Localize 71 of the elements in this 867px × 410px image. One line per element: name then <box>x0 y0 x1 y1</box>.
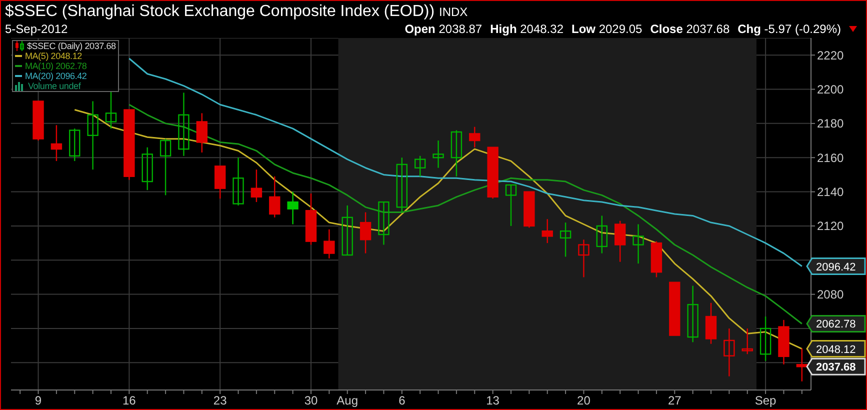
text: Chg -5.97 (-0.29%) <box>738 22 841 36</box>
x-tick-label: 27 <box>668 394 682 408</box>
candlestick <box>396 157 408 213</box>
text: Low 2029.05 <box>572 22 642 36</box>
y-tick-label: 2120 <box>817 219 844 234</box>
x-tick-label: Sep <box>754 394 777 408</box>
candlestick <box>378 201 390 246</box>
candlestick <box>742 328 753 355</box>
candlestick <box>342 204 353 256</box>
candlestick <box>505 184 517 227</box>
candlestick <box>705 302 717 344</box>
candlestick <box>232 157 244 206</box>
text: Open 2038.87 <box>404 22 482 36</box>
data-label: 2062.78 <box>816 318 856 331</box>
data-label: 2096.42 <box>816 261 856 274</box>
y-tick-label: 2200 <box>817 82 844 97</box>
x-tick-label: 6 <box>398 394 406 408</box>
candlestick <box>105 90 117 130</box>
y-tick-label: 2180 <box>817 116 844 131</box>
x-tick-label: 23 <box>213 394 228 408</box>
candlestick <box>269 176 280 218</box>
x-tick-label: 16 <box>122 394 136 408</box>
text: 2037.68 <box>816 362 856 374</box>
chart-title: $SSEC (Shanghai Stock Exchange Composite Index (EOD)) <box>5 3 435 20</box>
candlestick <box>760 316 772 362</box>
candlestick <box>560 222 572 258</box>
candlestick <box>687 285 698 343</box>
chart-subtitle: 5-Sep-2012 <box>5 22 68 36</box>
candlestick <box>142 146 153 191</box>
text: INDX <box>439 5 468 19</box>
data-label: 2048.12 <box>816 344 856 356</box>
candlestick <box>578 239 590 278</box>
legend-label: MA(5) 2048.12 <box>25 51 82 61</box>
text: Close 2037.68 <box>650 22 730 36</box>
y-tick-label: 2140 <box>817 185 844 200</box>
candlestick <box>324 228 335 260</box>
x-tick-label: 13 <box>486 394 500 408</box>
candlestick <box>196 112 208 154</box>
line-series <box>128 104 803 324</box>
candlestick <box>87 100 98 170</box>
y-tick-label: 2220 <box>817 48 844 62</box>
candlestick <box>50 124 62 162</box>
y-tick-label: 2160 <box>817 150 844 165</box>
x-tick-label: 9 <box>34 394 42 408</box>
candlestick <box>632 224 644 264</box>
candlestick <box>614 220 626 262</box>
annotation: Volume undef <box>28 81 81 91</box>
candlestick <box>360 212 372 254</box>
candlestick <box>724 328 735 377</box>
candlestick <box>469 126 480 148</box>
line-series <box>74 109 803 350</box>
candlestick <box>596 215 608 254</box>
candlestick <box>542 218 553 244</box>
candlestick <box>178 92 190 157</box>
candlestick <box>250 168 262 203</box>
legend-label: $SSEC (Daily) 2037.68 <box>27 41 116 51</box>
text: High 2048.32 <box>490 22 564 36</box>
x-tick-label: 20 <box>577 394 591 408</box>
legend-label: MA(20) 2096.42 <box>25 71 87 81</box>
legend-label: MA(10) 2062.78 <box>25 61 87 71</box>
candlestick <box>432 140 444 168</box>
x-tick-label: Aug <box>336 394 358 408</box>
candlestick <box>69 128 80 162</box>
x-tick-label: 30 <box>304 394 318 408</box>
candlestick <box>160 138 172 196</box>
line-series <box>128 58 803 268</box>
y-tick-label: 2080 <box>817 288 844 302</box>
candlestick <box>214 166 226 200</box>
candlestick <box>414 155 426 178</box>
candlestick <box>450 130 462 178</box>
candlestick <box>287 191 298 225</box>
